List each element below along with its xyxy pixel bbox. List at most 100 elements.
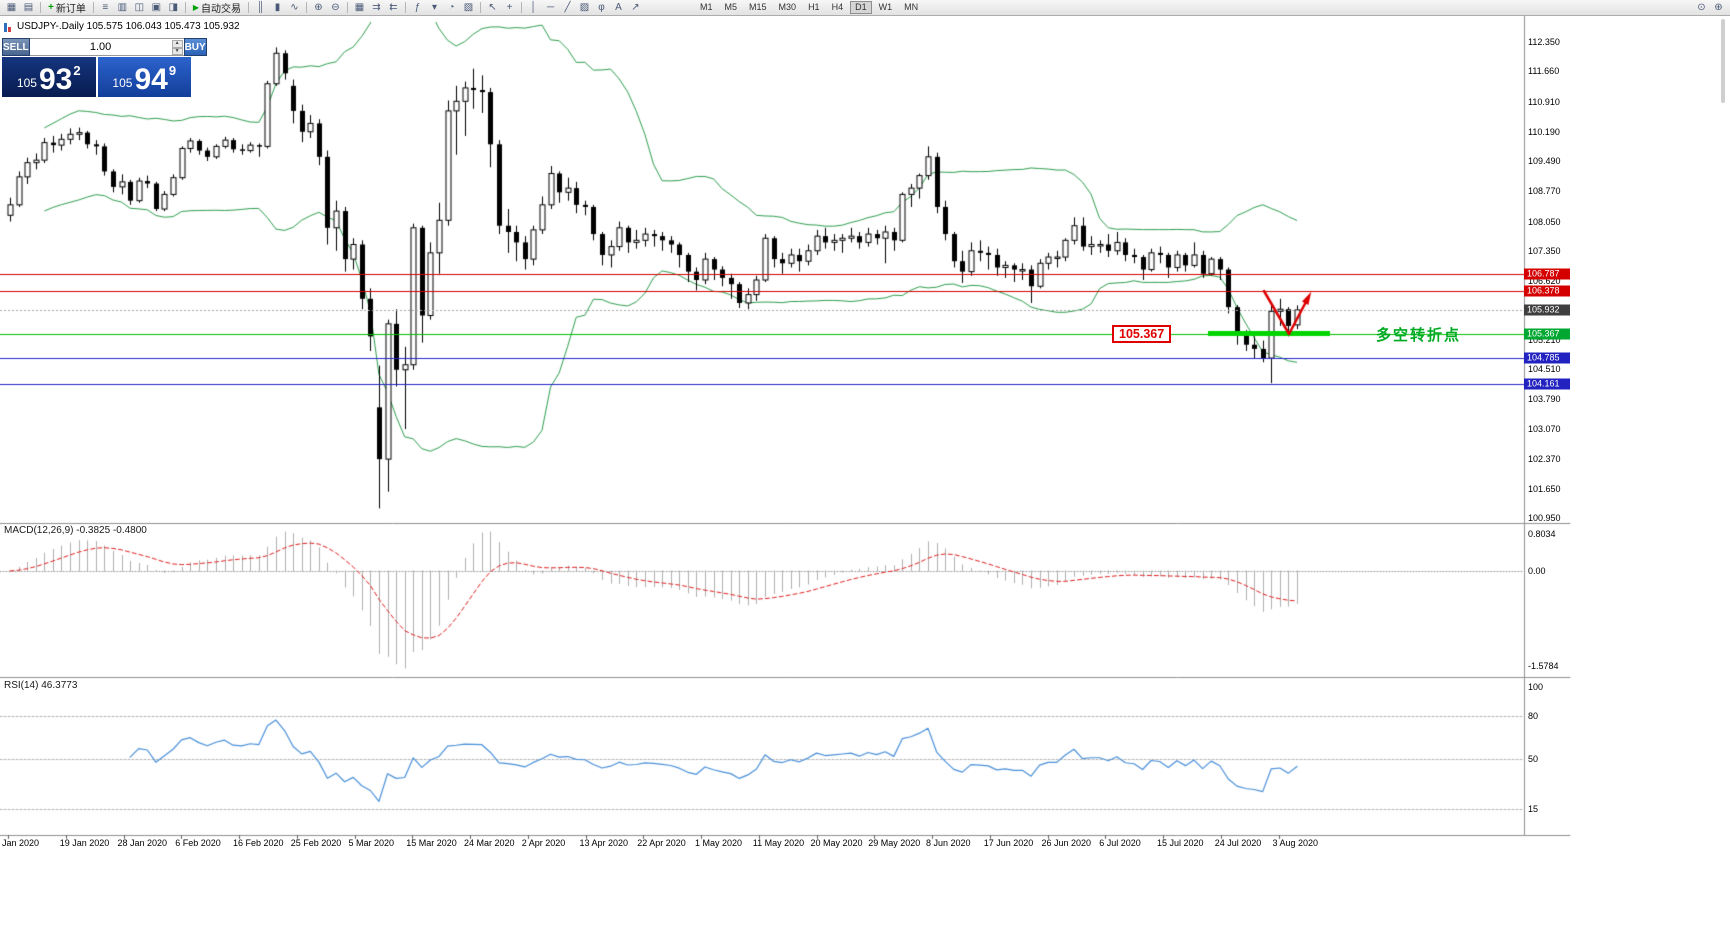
- new-order-label: 新订单: [55, 4, 86, 15]
- one-click-trading-panel: SELL ▲ ▼ BUY 105 93 2 105 94 9: [2, 38, 207, 97]
- sell-button[interactable]: SELL: [2, 38, 30, 56]
- volume-up-button[interactable]: ▲: [171, 40, 183, 48]
- timeframe-h1-button[interactable]: H1: [803, 1, 825, 14]
- line-chart-icon[interactable]: ∿: [290, 2, 299, 13]
- data-window-icon[interactable]: ▥: [117, 2, 128, 13]
- bar-chart-icon[interactable]: ║: [256, 2, 265, 13]
- strategy-tester-icon[interactable]: ◨: [168, 2, 179, 13]
- date-axis-label: 19 Jan 2020: [59, 838, 110, 848]
- terminal-icon[interactable]: ▣: [151, 2, 162, 13]
- vertical-line-icon[interactable]: │: [530, 2, 537, 13]
- price-axis-label: 101.650: [1528, 483, 1561, 494]
- price-axis-badge: 106.378: [1524, 285, 1570, 297]
- timeframe-m15-button[interactable]: M15: [744, 1, 772, 14]
- new-order-icon: +: [48, 2, 54, 13]
- price-axis-label: 100.950: [1528, 512, 1561, 523]
- date-axis-label: 6 Jul 2020: [1099, 838, 1141, 848]
- profiles-icon[interactable]: ▤: [23, 2, 34, 13]
- macd-axis-label: 0.00: [1528, 565, 1546, 576]
- auto-trading-button[interactable]: ▶ 自动交易: [189, 1, 245, 15]
- rsi-axis-label: 15: [1528, 804, 1539, 815]
- templates-icon[interactable]: ▧: [463, 2, 474, 13]
- auto-scroll-icon[interactable]: ⇉: [372, 2, 381, 13]
- price-axis-label: 110.910: [1528, 97, 1560, 108]
- zoom-in-icon[interactable]: ⊕: [314, 2, 323, 13]
- zoom-out-icon[interactable]: ⊖: [331, 2, 340, 13]
- periods-icon[interactable]: ◔: [448, 2, 455, 13]
- chart-shift-icon[interactable]: ⇇: [389, 2, 398, 13]
- price-axis-label: 108.770: [1528, 186, 1561, 197]
- ask-price-panel[interactable]: 105 94 9: [97, 57, 191, 97]
- volume-spinner: ▲ ▼: [171, 40, 183, 55]
- price-axis-label: 110.190: [1528, 127, 1560, 138]
- timeframe-d1-button[interactable]: D1: [850, 1, 872, 14]
- timeframe-m1-button[interactable]: M1: [695, 1, 718, 14]
- auto-trading-label: 自动交易: [201, 4, 241, 15]
- bid-pip-digit: 2: [73, 63, 81, 78]
- text-label-icon[interactable]: A: [615, 2, 622, 13]
- fibonacci-icon[interactable]: φ: [598, 2, 605, 13]
- timeframe-w1-button[interactable]: W1: [874, 1, 898, 14]
- bid-prefix: 105: [16, 76, 37, 90]
- crosshair-icon[interactable]: +: [506, 2, 513, 13]
- candlestick-chart-icon[interactable]: ▮: [274, 2, 281, 13]
- date-axis-label: 15 Mar 2020: [406, 838, 457, 848]
- date-axis-label: 25 Feb 2020: [290, 838, 342, 848]
- scrollbar[interactable]: [1721, 19, 1725, 103]
- turning-point-label[interactable]: 多空转折点: [1376, 327, 1462, 344]
- price-axis-label: 112.350: [1528, 37, 1560, 47]
- date-axis-label: 3 Aug 2020: [1272, 838, 1319, 848]
- price-axis-label: 105.210: [1528, 335, 1561, 346]
- date-axis-label: 29 May 2020: [868, 838, 921, 848]
- chart-window-icon[interactable]: ▦: [6, 2, 17, 13]
- date-axis-label: 2 Apr 2020: [521, 838, 566, 848]
- trendline-icon[interactable]: ╱: [564, 2, 571, 13]
- date-axis-label: Jan 2020: [2, 838, 40, 848]
- timeframe-m30-button[interactable]: M30: [774, 1, 802, 14]
- auto-trading-play-icon: ▶: [192, 3, 199, 12]
- bid-price-panel[interactable]: 105 93 2: [2, 57, 96, 97]
- chart-symbol-icon: [4, 23, 13, 32]
- toolbar: ▦ ▤ + 新订单 ≡ ▥ ◫ ▣ ◨ ▶ 自动交易 ║ ▮ ∿ ⊕ ⊖ ▦ ⇉ ⇇ ƒ ▾ ◔ ▧ ↖ + │ ─ ╱ ▨ φ A ↗ M1 M…: [0, 0, 1730, 16]
- toolbar-separator: [248, 2, 249, 13]
- zoom-chart-icon[interactable]: ⊕: [1714, 2, 1723, 13]
- arrows-icon[interactable]: ↗: [631, 2, 640, 13]
- price-axis-label: 103.070: [1528, 424, 1561, 435]
- toolbar-separator: [521, 2, 522, 13]
- date-axis-label: 17 Jun 2020: [983, 838, 1034, 848]
- market-watch-icon[interactable]: ≡: [102, 2, 109, 13]
- timeframe-mn-button[interactable]: MN: [899, 1, 923, 14]
- price-level-callout[interactable]: 105.367: [1112, 325, 1172, 343]
- date-axis-label: 28 Jan 2020: [117, 838, 168, 848]
- timeframe-m5-button[interactable]: M5: [720, 1, 743, 14]
- cursor-icon[interactable]: ↖: [488, 2, 497, 13]
- chart-title: USDJPY-.Daily 105.575 106.043 105.473 10…: [17, 21, 240, 32]
- date-axis-label: 26 Jun 2020: [1041, 838, 1092, 848]
- tile-windows-icon[interactable]: ▦: [354, 2, 365, 13]
- toolbar-separator: [306, 2, 307, 13]
- price-axis-badge: 104.785: [1524, 352, 1570, 364]
- date-axis-label: 20 May 2020: [810, 838, 863, 848]
- ask-big-digits: 94: [134, 63, 168, 96]
- date-axis-label: 24 Mar 2020: [464, 838, 515, 848]
- bid-big-digits: 93: [38, 63, 73, 96]
- timeframe-h4-button[interactable]: H4: [827, 1, 849, 14]
- price-chart-canvas[interactable]: [0, 16, 1730, 941]
- search-icon[interactable]: ⊙: [1697, 2, 1706, 13]
- volume-down-button[interactable]: ▼: [171, 47, 183, 55]
- new-order-button[interactable]: + 新订单: [44, 1, 90, 15]
- navigator-icon[interactable]: ◫: [134, 2, 145, 13]
- date-axis-label: 5 Mar 2020: [348, 838, 395, 848]
- volume-input[interactable]: [29, 39, 184, 55]
- price-axis-label: 108.050: [1528, 216, 1561, 227]
- price-axis-badge: 105.932: [1524, 304, 1570, 316]
- indicators-dropdown-icon[interactable]: ▾: [431, 2, 438, 13]
- toolbar-separator: [92, 2, 94, 13]
- chart-window: USDJPY-.Daily 105.575 106.043 105.473 10…: [0, 16, 1730, 941]
- horizontal-line-icon[interactable]: ─: [546, 2, 555, 13]
- rsi-axis-label: 50: [1528, 754, 1539, 764]
- ask-prefix: 105: [112, 76, 133, 90]
- indicators-icon[interactable]: ƒ: [414, 2, 421, 13]
- buy-button[interactable]: BUY: [183, 38, 207, 56]
- channel-icon[interactable]: ▨: [579, 2, 590, 13]
